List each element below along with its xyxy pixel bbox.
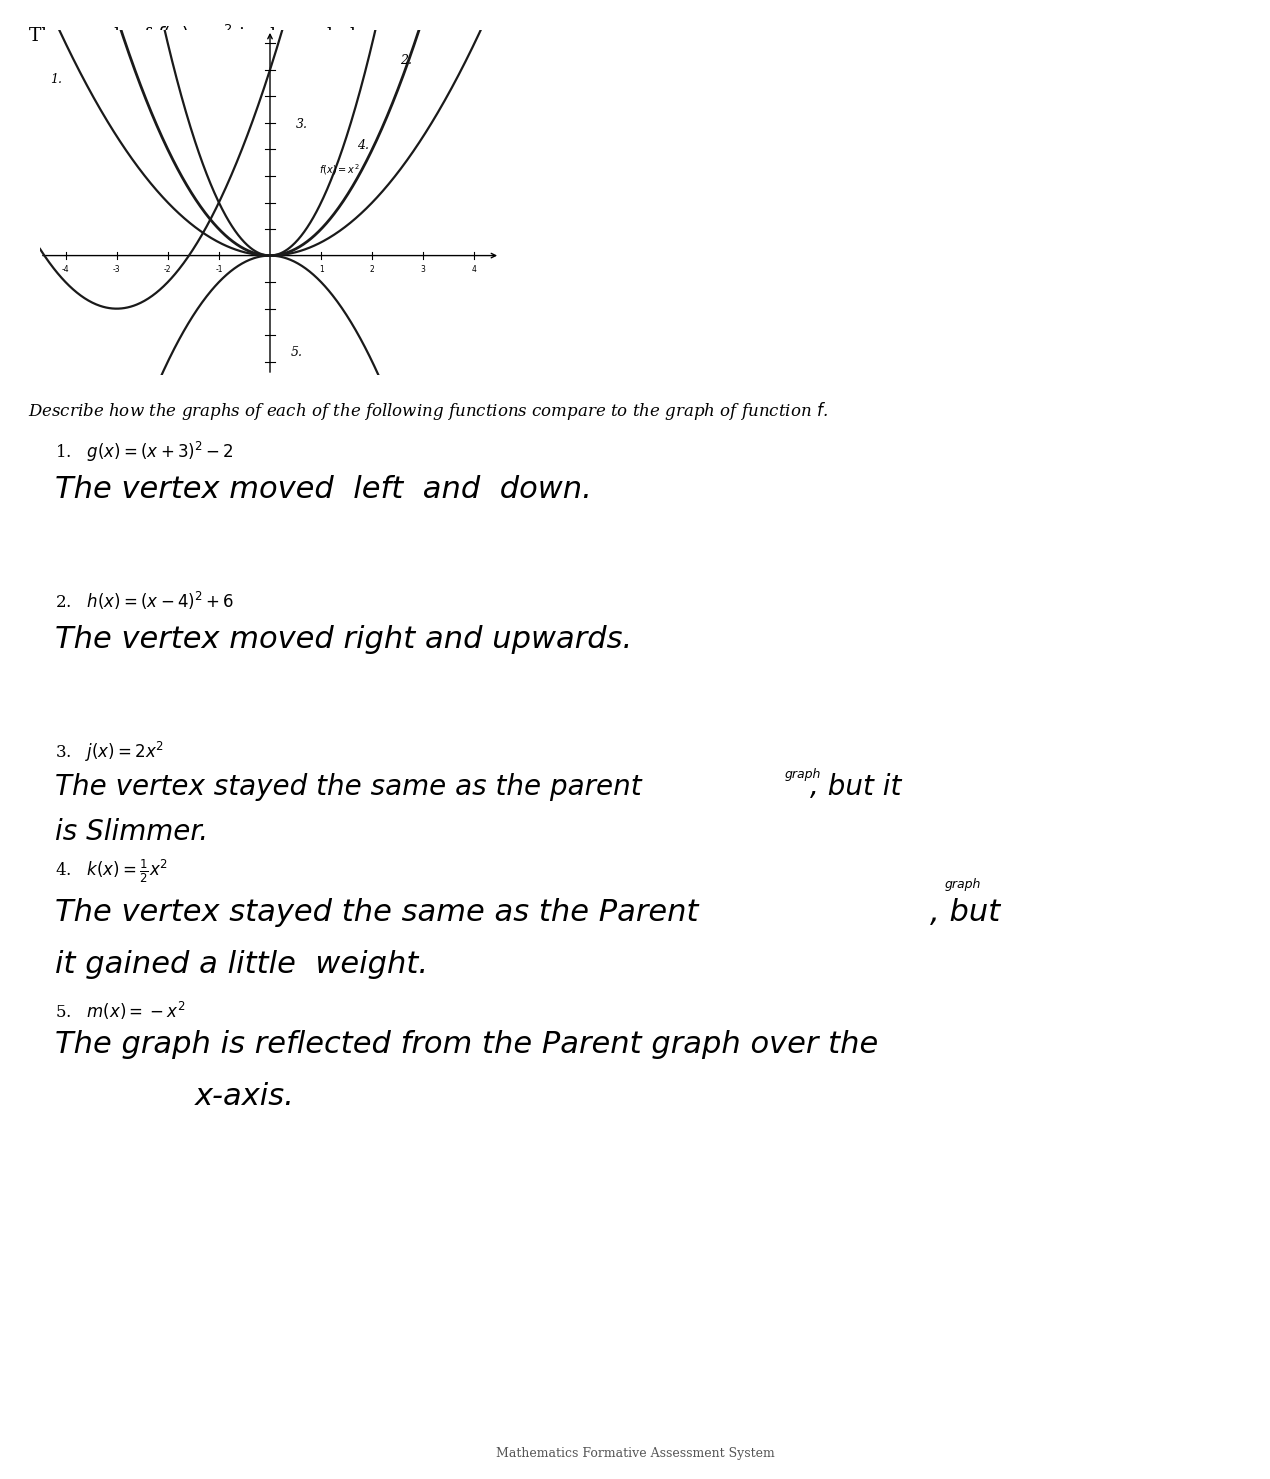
Text: x-axis.: x-axis.	[196, 1083, 295, 1111]
Text: 5.   $m(x) = -x^2$: 5. $m(x) = -x^2$	[55, 1000, 185, 1022]
Text: 4.   $k(x) = \frac{1}{2}x^2$: 4. $k(x) = \frac{1}{2}x^2$	[55, 858, 168, 886]
Text: The vertex stayed the same as the Parent: The vertex stayed the same as the Parent	[55, 898, 698, 927]
Text: , but: , but	[930, 898, 1001, 927]
Text: 1.: 1.	[51, 72, 62, 86]
Text: it gained a little  weight.: it gained a little weight.	[55, 950, 428, 979]
Text: 1: 1	[319, 265, 324, 274]
Text: 5.: 5.	[291, 346, 302, 359]
Text: -3: -3	[113, 265, 121, 274]
Text: Describe how the graphs of each of the following functions compare to the graph : Describe how the graphs of each of the f…	[28, 399, 828, 422]
Text: The graph of $f(x) = x^2$ is shown below:: The graph of $f(x) = x^2$ is shown below…	[28, 22, 390, 47]
Text: is Slimmer.: is Slimmer.	[55, 818, 208, 846]
Text: -2: -2	[164, 265, 171, 274]
Text: 2.: 2.	[400, 55, 413, 68]
Text: , but it: , but it	[810, 774, 902, 802]
Text: The vertex stayed the same as the parent: The vertex stayed the same as the parent	[55, 774, 641, 802]
Text: 2: 2	[370, 265, 375, 274]
Text: -4: -4	[62, 265, 70, 274]
Text: 4: 4	[472, 265, 476, 274]
Text: -1: -1	[215, 265, 222, 274]
Text: Mathematics Formative Assessment System: Mathematics Formative Assessment System	[495, 1446, 775, 1460]
Text: 1.   $g(x) = (x + 3)^2 - 2$: 1. $g(x) = (x + 3)^2 - 2$	[55, 439, 234, 464]
Text: 2.   $h(x) = (x - 4)^2 + 6$: 2. $h(x) = (x - 4)^2 + 6$	[55, 590, 234, 612]
Text: The vertex moved  left  and  down.: The vertex moved left and down.	[55, 475, 592, 504]
Text: 3.: 3.	[296, 118, 307, 132]
Text: The vertex moved right and upwards.: The vertex moved right and upwards.	[55, 626, 632, 654]
Text: $f(x)=x^2$: $f(x)=x^2$	[319, 163, 359, 177]
Text: The graph is reflected from the Parent graph over the: The graph is reflected from the Parent g…	[55, 1029, 879, 1059]
Text: graph: graph	[945, 879, 982, 890]
Text: 4.: 4.	[357, 139, 368, 152]
Text: 3: 3	[420, 265, 425, 274]
Text: graph: graph	[785, 768, 822, 781]
Text: 3.   $j(x) = 2x^2$: 3. $j(x) = 2x^2$	[55, 740, 164, 765]
